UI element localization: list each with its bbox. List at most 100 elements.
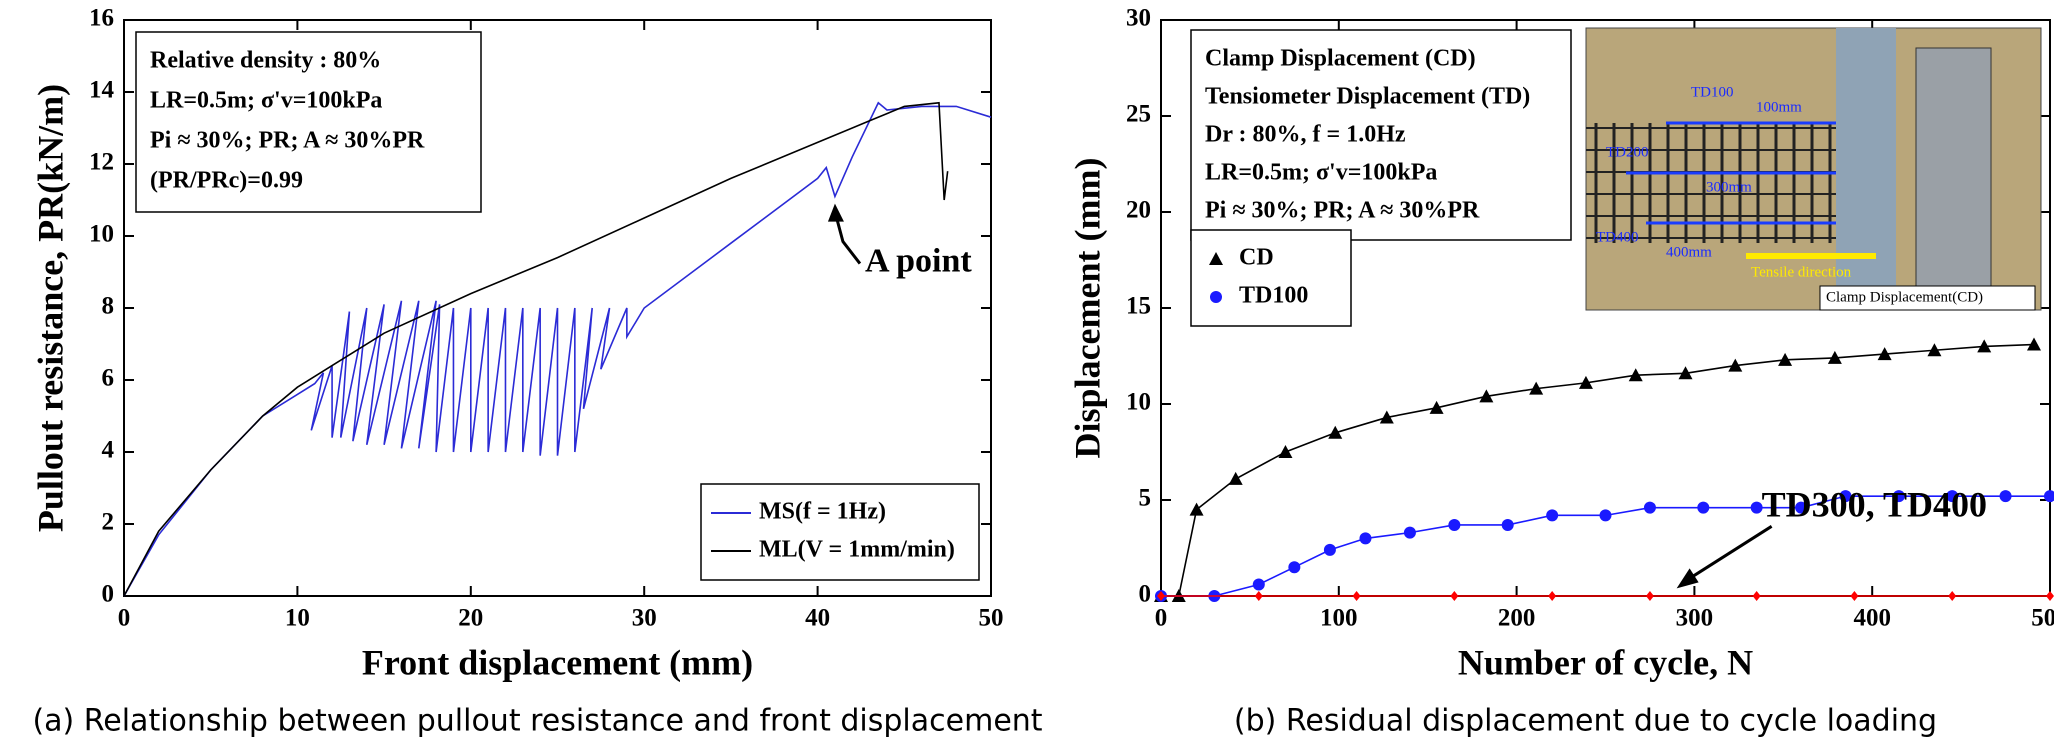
marker xyxy=(1946,490,1959,503)
marker xyxy=(1529,381,1544,395)
marker xyxy=(1778,352,1793,366)
info-text: (PR/PRc)=0.99 xyxy=(150,168,303,194)
caption: (b) Residual displacement due to cycle l… xyxy=(1234,704,1937,739)
x-tick-label: 400 xyxy=(1853,605,1891,632)
marker xyxy=(1546,509,1559,522)
marker xyxy=(1999,490,2012,503)
series-line xyxy=(1161,495,2050,597)
y-tick-label: 20 xyxy=(1126,197,1151,224)
marker xyxy=(1697,501,1710,514)
y-tick-label: 12 xyxy=(89,149,114,176)
marker xyxy=(1278,445,1293,458)
marker xyxy=(1839,490,1852,503)
marker xyxy=(1359,532,1372,545)
marker xyxy=(1599,509,1612,522)
y-tick-label: 6 xyxy=(102,365,115,392)
marker xyxy=(1795,501,1808,514)
legend-box xyxy=(1190,229,1352,327)
x-tick-label: 500 xyxy=(2031,605,2054,632)
marker xyxy=(1448,518,1461,531)
marker xyxy=(1645,591,1654,601)
x-tick-label: 40 xyxy=(805,605,830,632)
marker xyxy=(1252,578,1265,591)
marker xyxy=(1678,366,1693,380)
x-tick-label: 50 xyxy=(979,605,1004,632)
marker xyxy=(1403,526,1416,539)
series-line xyxy=(123,101,949,597)
annotation-arrowhead xyxy=(1676,568,1699,589)
marker xyxy=(1948,591,1957,601)
marker xyxy=(1210,291,1222,303)
marker xyxy=(2046,591,2054,601)
series-line xyxy=(123,101,992,597)
marker xyxy=(1643,501,1656,514)
marker xyxy=(1578,375,1593,389)
legend-label: ML(V = 1mm/min) xyxy=(759,537,955,563)
marker xyxy=(1450,591,1459,601)
y-tick-label: 25 xyxy=(1126,101,1151,128)
marker xyxy=(1752,591,1761,601)
marker xyxy=(1157,591,1165,601)
annotation-arrow xyxy=(1685,525,1773,582)
info-text: LR=0.5m; σ'v=100kPa xyxy=(1205,160,1437,186)
inset-label: Clamp Displacement(CD) xyxy=(1826,289,1983,305)
marker xyxy=(1501,518,1514,531)
inset-clamp xyxy=(1915,47,1992,301)
inset-label: 100mm xyxy=(1756,99,1802,115)
y-tick-label: 8 xyxy=(102,293,115,320)
marker xyxy=(1228,471,1243,485)
inset-label: TD400 xyxy=(1596,229,1639,245)
x-axis-label: Front displacement (mm) xyxy=(362,642,753,682)
info-text: Clamp Displacement (CD) xyxy=(1205,46,1476,72)
marker xyxy=(1189,502,1204,516)
y-tick-label: 2 xyxy=(102,509,115,536)
caption: (a) Relationship between pullout resista… xyxy=(32,704,1042,739)
marker xyxy=(1352,591,1361,601)
marker xyxy=(1548,591,1557,601)
marker xyxy=(1479,389,1494,403)
x-tick-label: 20 xyxy=(458,605,483,632)
x-tick-label: 100 xyxy=(1320,605,1358,632)
info-text: Tensiometer Displacement (TD) xyxy=(1205,84,1530,110)
marker xyxy=(1379,410,1394,424)
marker xyxy=(2044,490,2054,503)
y-tick-label: 15 xyxy=(1126,293,1151,320)
info-text: LR=0.5m; σ'v=100kPa xyxy=(150,88,382,114)
info-text: Pi ≈ 30%; PR; A ≈ 30%PR xyxy=(150,128,425,154)
y-tick-label: 30 xyxy=(1126,5,1151,32)
marker xyxy=(1429,400,1444,414)
annotation-arrowhead xyxy=(827,203,844,222)
annotation: TD300, TD400 xyxy=(1762,485,1987,525)
marker xyxy=(1328,425,1343,439)
marker xyxy=(1323,543,1336,556)
x-tick-label: 0 xyxy=(1155,605,1168,632)
marker xyxy=(1827,350,1842,364)
y-tick-label: 0 xyxy=(102,581,115,608)
x-tick-label: 0 xyxy=(118,605,131,632)
y-tick-label: 14 xyxy=(89,77,115,104)
info-box xyxy=(135,31,482,213)
info-text: Dr : 80%, f = 1.0Hz xyxy=(1205,122,1406,148)
marker xyxy=(1728,358,1743,372)
legend-label: TD100 xyxy=(1239,283,1308,309)
y-tick-label: 5 xyxy=(1139,485,1152,512)
inset-label-box xyxy=(1819,285,2036,311)
y-tick-label: 0 xyxy=(1139,581,1152,608)
inset-label: 400mm xyxy=(1666,244,1712,260)
marker xyxy=(1628,368,1643,382)
y-axis-label: Displacement (mm) xyxy=(1067,158,1107,459)
annotation: A point xyxy=(865,242,972,279)
y-tick-label: 10 xyxy=(89,221,114,248)
info-text: Relative density : 80% xyxy=(150,48,381,74)
marker xyxy=(1254,591,1263,601)
marker xyxy=(1850,591,1859,601)
inset-frame xyxy=(1836,28,1896,310)
x-tick-label: 300 xyxy=(1676,605,1714,632)
info-box xyxy=(1190,29,1572,241)
legend-label: CD xyxy=(1239,245,1274,271)
x-tick-label: 200 xyxy=(1498,605,1536,632)
x-tick-label: 10 xyxy=(285,605,310,632)
inset-label: TD200 xyxy=(1606,144,1649,160)
inset-label: Tensile direction xyxy=(1751,264,1852,280)
